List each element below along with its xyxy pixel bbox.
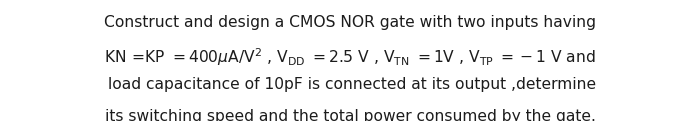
Text: KN $\!=\!$KP $= 400\mu$A/V$^{2}$ , V$_{\mathregular{DD}}$ $= 2.5$ V , V$_{\mathr: KN $\!=\!$KP $= 400\mu$A/V$^{2}$ , V$_{\…	[104, 46, 596, 68]
Text: its switching speed and the total power consumed by the gate.: its switching speed and the total power …	[104, 109, 596, 121]
Text: Construct and design a CMOS NOR gate with two inputs having: Construct and design a CMOS NOR gate wit…	[104, 15, 596, 30]
Text: load capacitance of 10pF is connected at its output ,determine: load capacitance of 10pF is connected at…	[104, 77, 596, 92]
